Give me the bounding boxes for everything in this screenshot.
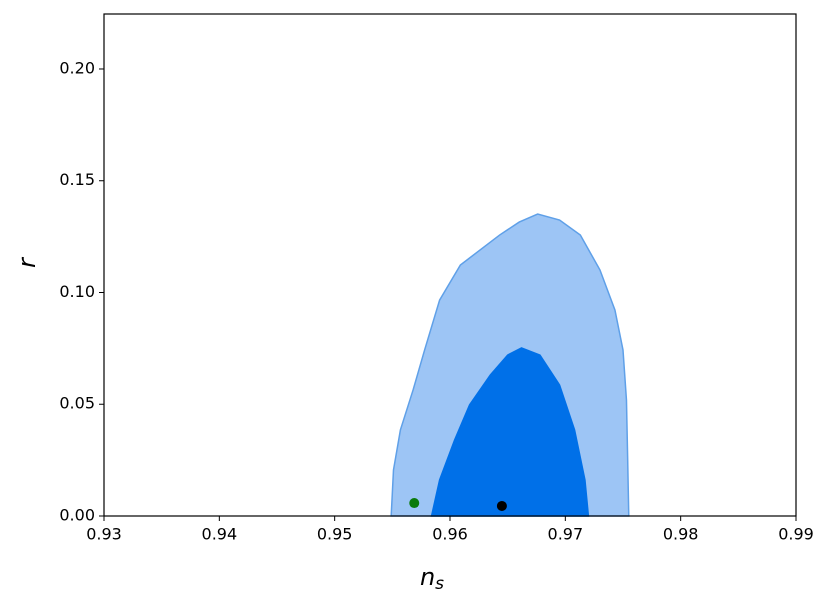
point bbox=[496, 500, 507, 511]
y-axis-label: r bbox=[13, 256, 41, 268]
y-tick-label: 0.20 bbox=[59, 58, 95, 77]
y-tick-label: 0.15 bbox=[59, 170, 95, 189]
x-tick-label: 0.97 bbox=[548, 525, 584, 544]
y-tick-label: 0.00 bbox=[59, 506, 95, 525]
y-tick-label: 0.05 bbox=[59, 394, 95, 413]
y-tick-label: 0.10 bbox=[59, 282, 95, 301]
x-tick-label: 0.93 bbox=[86, 525, 122, 544]
point bbox=[409, 498, 420, 509]
x-tick-label: 0.95 bbox=[317, 525, 353, 544]
x-tick-label: 0.94 bbox=[202, 525, 238, 544]
x-tick-label: 0.99 bbox=[778, 525, 814, 544]
x-axis-label-main: n bbox=[420, 563, 435, 591]
confidence-region bbox=[430, 347, 590, 517]
x-tick-label: 0.98 bbox=[663, 525, 699, 544]
x-tick-label: 0.96 bbox=[432, 525, 468, 544]
x-axis-label-subscript: s bbox=[435, 574, 444, 594]
x-axis-label: ns bbox=[420, 563, 444, 594]
